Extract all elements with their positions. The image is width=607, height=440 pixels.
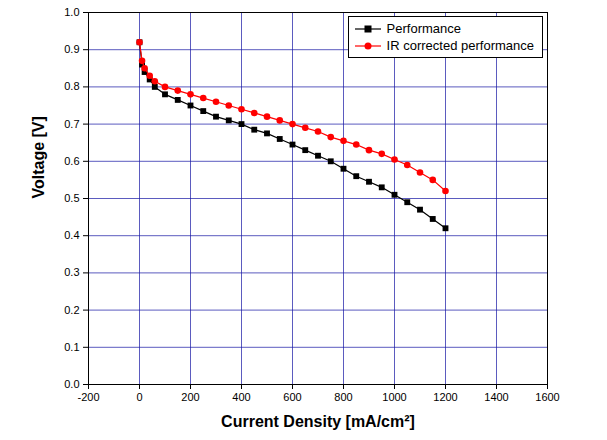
svg-text:200: 200 (181, 391, 199, 403)
html-text:Performance: Performance (386, 21, 461, 36)
svg-text:800: 800 (334, 391, 352, 403)
svg-text:Current Density [mA/cm²]: Current Density [mA/cm²] (221, 413, 415, 430)
svg-text:0.9: 0.9 (64, 43, 79, 55)
svg-text:1600: 1600 (535, 391, 559, 403)
svg-text:600: 600 (283, 391, 301, 403)
svg-text:0.0: 0.0 (64, 378, 79, 390)
svg-text:0.4: 0.4 (64, 229, 79, 241)
svg-text:0.5: 0.5 (64, 192, 79, 204)
svg-text:1200: 1200 (433, 391, 457, 403)
svg-text:0.3: 0.3 (64, 266, 79, 278)
html-text:IR corrected performance: IR corrected performance (386, 38, 534, 53)
svg-text:0: 0 (136, 391, 142, 403)
svg-text:Voltage [V]: Voltage [V] (30, 116, 47, 198)
svg-text:1000: 1000 (382, 391, 406, 403)
svg-text:0.7: 0.7 (64, 118, 79, 130)
svg-text:0.1: 0.1 (64, 341, 79, 353)
svg-text:1400: 1400 (484, 391, 508, 403)
svg-text:0.6: 0.6 (64, 155, 79, 167)
svg-text:-200: -200 (77, 391, 99, 403)
svg-text:0.2: 0.2 (64, 304, 79, 316)
svg-text:1.0: 1.0 (64, 6, 79, 18)
svg-text:0.8: 0.8 (64, 80, 79, 92)
svg-text:400: 400 (232, 391, 250, 403)
